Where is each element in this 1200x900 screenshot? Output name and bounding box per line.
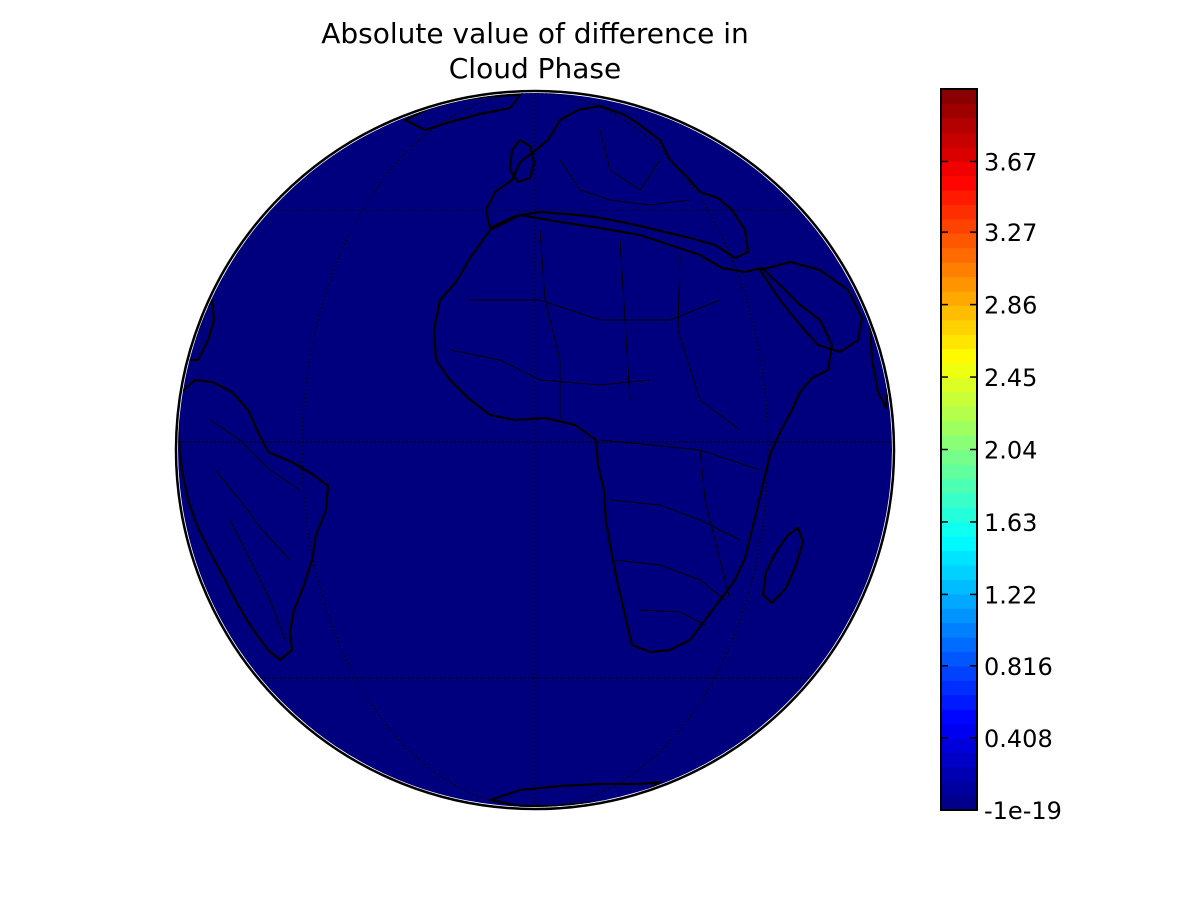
colorbar-band (941, 218, 977, 234)
border-sahara-2 (539, 229, 561, 420)
coastline-britain (508, 138, 536, 184)
colorbar-band (941, 723, 977, 739)
colorbar: -1e-19 0.408 0.816 1.22 1.63 2.04 2.45 2.86 3.27… (940, 88, 1062, 825)
colorbar-tick-label: 1.22 (984, 581, 1037, 609)
colorbar-band (941, 276, 977, 292)
border-central-africa (599, 439, 761, 471)
graticule (178, 93, 892, 807)
colorbar-band (941, 550, 977, 566)
colorbar-band (941, 665, 977, 681)
coastline-madagascar (761, 526, 805, 605)
border-south-america-2 (214, 469, 291, 561)
colorbar-band (941, 233, 977, 249)
colorbar-band (941, 435, 977, 451)
colorbar-band (941, 262, 977, 278)
colorbar-band (941, 507, 977, 523)
colorbar-tick-label: 0.408 (984, 725, 1053, 753)
colorbar-band (941, 781, 977, 797)
colorbar-band (941, 362, 977, 378)
colorbar-bands (941, 89, 977, 811)
colorbar-band (941, 89, 977, 105)
colorbar-band (941, 709, 977, 725)
colorbar-band (941, 766, 977, 782)
colorbar-tick-label: 3.67 (984, 148, 1037, 176)
colorbar-band (941, 391, 977, 407)
colorbar-band (941, 161, 977, 177)
colorbar-band (941, 564, 977, 580)
colorbar-band (941, 636, 977, 652)
colorbar-band (941, 290, 977, 306)
colorbar-band (941, 420, 977, 436)
colorbar-band (941, 189, 977, 205)
border-congo (609, 499, 741, 541)
globe-outline (174, 89, 896, 811)
colorbar-band (941, 680, 977, 696)
colorbar-band (941, 579, 977, 595)
coastline-arabia (758, 260, 864, 354)
meridian-east (301, 93, 769, 807)
globe-map (174, 89, 896, 811)
border-south-america-1 (209, 419, 301, 491)
colorbar-band (941, 132, 977, 148)
colorbar-band (941, 752, 977, 768)
coastline-south-america (178, 378, 330, 662)
colorbar-band (941, 175, 977, 191)
colorbar-band (941, 449, 977, 465)
colorbar-band (941, 305, 977, 321)
border-sahara-4 (677, 254, 741, 431)
colorbar-tick-label: 0.816 (984, 653, 1053, 681)
coastline-europe (484, 104, 750, 260)
colorbar-tick-label: 2.86 (984, 292, 1037, 320)
colorbar-band (941, 463, 977, 479)
colorbar-band (941, 146, 977, 162)
colorbar-tick-label: 2.04 (984, 437, 1037, 465)
map-title-line-2: Cloud Phase (449, 52, 621, 85)
border-europe-2 (599, 129, 661, 191)
border-east-africa (699, 449, 731, 601)
colorbar-band (941, 103, 977, 119)
border-sahara-1 (470, 299, 721, 321)
colorbar-band (941, 795, 977, 811)
colorbar-band (941, 737, 977, 753)
colorbar-band (941, 593, 977, 609)
coastline-antarctica (488, 780, 662, 807)
colorbar-tick-label: -1e-19 (984, 797, 1062, 825)
colorbar-band (941, 247, 977, 263)
country-borders (209, 129, 761, 641)
colorbar-band (941, 608, 977, 624)
border-south-america-3 (229, 519, 286, 641)
colorbar-band (941, 348, 977, 364)
colorbar-band (941, 694, 977, 710)
colorbar-band (941, 117, 977, 133)
colorbar-band (941, 377, 977, 393)
colorbar-band (941, 536, 977, 552)
map-title-line-1: Absolute value of difference in (321, 17, 749, 50)
border-southern-africa (639, 609, 706, 626)
colorbar-tick-label: 2.45 (984, 364, 1037, 392)
border-south-africa (614, 559, 726, 601)
border-west-africa (449, 349, 651, 386)
colorbar-tick-label: 1.63 (984, 509, 1037, 537)
coastlines (178, 93, 890, 807)
colorbar-tick-label: 3.27 (984, 219, 1037, 247)
colorbar-band (941, 204, 977, 220)
colorbar-band (941, 478, 977, 494)
colorbar-band (941, 651, 977, 667)
colorbar-band (941, 319, 977, 335)
colorbar-band (941, 492, 977, 508)
colorbar-band (941, 334, 977, 350)
border-sahara-3 (619, 239, 631, 401)
colorbar-ticks: -1e-19 0.408 0.816 1.22 1.63 2.04 2.45 2.86 3.27… (941, 148, 1062, 825)
colorbar-band (941, 521, 977, 537)
border-europe-1 (559, 159, 691, 206)
colorbar-band (941, 622, 977, 638)
colorbar-band (941, 406, 977, 422)
